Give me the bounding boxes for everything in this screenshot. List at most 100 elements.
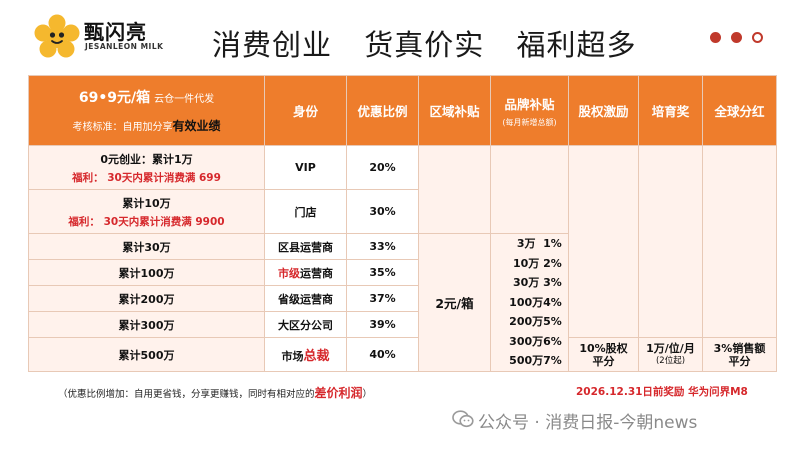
column-header-identity: 身份 (264, 75, 347, 146)
brand-subsidy-amount: 30万 (513, 276, 540, 290)
column-header-cultivation: 培育奖 (638, 75, 703, 146)
region-cell-empty (418, 145, 491, 234)
brand-subsidy-item: 3万 1% (503, 235, 568, 254)
footer-note-text: （优惠比例增加：自用更省钱，分享更赚钱，同时有相对应的 (58, 389, 315, 400)
row-identity-highlight: 总裁 (303, 349, 330, 364)
equity-line: 平分 (592, 354, 615, 368)
brand-subsidy-pct: 1% (543, 237, 562, 251)
brand-name-en: JESANLEON MILK (85, 42, 164, 51)
brand-subsidy-amount: 3万 (516, 237, 536, 251)
row-fuli: 福利： 30天内累计消费满 699 (72, 171, 221, 184)
pagination-dot[interactable] (710, 32, 721, 43)
dividend-line: 3%销售额 (713, 341, 766, 355)
header-standard: 考核标准：自用加分享 (72, 122, 173, 133)
row-identity: 门店 (264, 189, 347, 234)
cultivation-value: 1万/位/月 (2位起) (638, 337, 703, 372)
equity-value: 10%股权 平分 (568, 337, 639, 372)
cultivation-line: (2位起) (655, 355, 686, 366)
brand-subsidy-pct: 6% (543, 334, 562, 348)
row-rate: 40% (346, 337, 419, 372)
column-header-dividend: 全球分红 (702, 75, 777, 146)
page-headline: 消费创业 货真价实 福利超多 (212, 22, 658, 64)
equity-cell-empty (568, 145, 639, 338)
brand-subsidy-item: 100万4% (503, 293, 568, 313)
column-header-brand-sub: (每月新增总额) (502, 117, 557, 127)
table-row: 累计100万 市级运营商 35% (28, 259, 777, 286)
header-price: 69•9元/箱 (78, 90, 151, 106)
table-row: 累计30万 区县运营商 33% 2元/箱 3万 1% 10万 2% 30万 3% 10… (28, 233, 777, 372)
brand-cell-empty (490, 145, 569, 234)
brand-subsidy-amount: 10万 (513, 256, 540, 270)
header-price-note: 云仓一件代发 (154, 94, 215, 105)
row-identity: 市场总裁 (264, 337, 347, 372)
brand-subsidy-pct: 2% (543, 256, 562, 270)
headline-part-3: 福利超多 (516, 28, 637, 62)
row-identity: 大区分公司 (264, 311, 347, 338)
reward-deadline: 2026.12.31日前奖励 华为问界M8 (576, 386, 748, 398)
row-rate: 37% (346, 285, 419, 312)
pagination-dot[interactable] (731, 32, 743, 43)
row-level: 累计30万 (28, 233, 265, 260)
column-header-rate: 优惠比例 (346, 75, 419, 146)
header-price-cell: 69•9元/箱 云仓一件代发 考核标准：自用加分享有效业绩 (28, 75, 265, 146)
footer-note-end: ） (362, 389, 373, 400)
row-rate: 30% (346, 189, 419, 234)
brand-subsidy-item: 30万 3% (503, 273, 568, 293)
row-identity-pre: 市场 (281, 350, 304, 363)
row-identity-highlight: 市级 (278, 266, 300, 280)
row-level-text: 0元创业：累计1万 (100, 152, 193, 166)
row-level: 累计500万 (28, 337, 265, 372)
row-level: 累计100万 (28, 259, 265, 286)
row-fuli: 福利： 30天内累计消费满 9900 (68, 215, 225, 228)
brand-subsidy-list: 3万 1% 10万 2% 30万 3% 100万4% 200万5% 300万6% 50… (490, 233, 569, 372)
row-level: 累计200万 (28, 285, 265, 312)
dividend-value: 3%销售额 平分 (702, 337, 777, 372)
brand-subsidy-pct: 7% (543, 354, 562, 368)
brand-name: 甄闪亮 (84, 20, 147, 44)
brand-subsidy-pct: 3% (543, 276, 562, 290)
watermark: 公众号 · 消费日报-今朝news (478, 413, 698, 433)
headline-part-2: 货真价实 (364, 28, 485, 62)
brand-subsidy-pct: 5% (543, 315, 562, 329)
header-standard-bold: 有效业绩 (172, 119, 221, 133)
column-header-brand: 品牌补贴 (每月新增总额) (490, 75, 569, 146)
dividend-line: 平分 (728, 354, 751, 368)
row-rate: 33% (346, 233, 419, 260)
dividend-cell-empty (702, 145, 777, 338)
cultivation-cell-empty (638, 145, 703, 338)
row-rate: 20% (346, 145, 419, 190)
wechat-icon (452, 410, 474, 428)
brand-subsidy-item: 200万5% (503, 312, 568, 332)
brand-subsidy-amount: 500万 (509, 354, 544, 368)
footer-note-bold: 差价利润 (314, 386, 363, 400)
brand-subsidy-item: 300万6% (503, 332, 568, 352)
row-level: 累计10万福利： 30天内累计消费满 9900 (28, 189, 265, 234)
row-rate: 39% (346, 311, 419, 338)
row-level: 0元创业：累计1万福利： 30天内累计消费满 699 (28, 145, 265, 190)
row-rate: 35% (346, 259, 419, 286)
brand-subsidy-item: 500万7% (503, 351, 568, 370)
equity-line: 10%股权 (579, 341, 628, 355)
row-identity-rest: 运营商 (300, 266, 333, 280)
footer-note: （优惠比例增加：自用更省钱，分享更赚钱，同时有相对应的差价利润） (58, 384, 372, 401)
brand-subsidy-amount: 100万 (509, 295, 544, 309)
benefits-table: 69•9元/箱 云仓一件代发 考核标准：自用加分享有效业绩 身份 优惠比例 区域补… (28, 75, 777, 372)
column-header-brand-label: 品牌补贴 (504, 96, 555, 112)
row-identity: VIP (264, 145, 347, 190)
brand-subsidy-item: 10万 2% (503, 254, 568, 274)
headline-part-1: 消费创业 (212, 28, 333, 62)
cultivation-line: 1万/位/月 (646, 341, 695, 355)
column-header-region: 区域补贴 (418, 75, 491, 146)
row-identity: 市级运营商 (264, 259, 347, 286)
row-level: 累计300万 (28, 311, 265, 338)
row-level-text: 累计10万 (122, 196, 171, 210)
row-identity: 省级运营商 (264, 285, 347, 312)
column-header-equity: 股权激励 (568, 75, 639, 146)
region-subsidy-value: 2元/箱 (418, 233, 491, 372)
pagination-dot-current[interactable] (752, 32, 764, 43)
table-row: 0元创业：累计1万福利： 30天内累计消费满 699 VIP 20% (28, 145, 777, 338)
pagination-dots (710, 27, 768, 46)
table-row: 累计500万 市场总裁 40% 10%股权 平分 1万/位/月 (2位起) 3%销售… (28, 337, 777, 372)
brand-subsidy-amount: 200万 (509, 315, 544, 329)
brand-subsidy-amount: 300万 (509, 334, 544, 348)
